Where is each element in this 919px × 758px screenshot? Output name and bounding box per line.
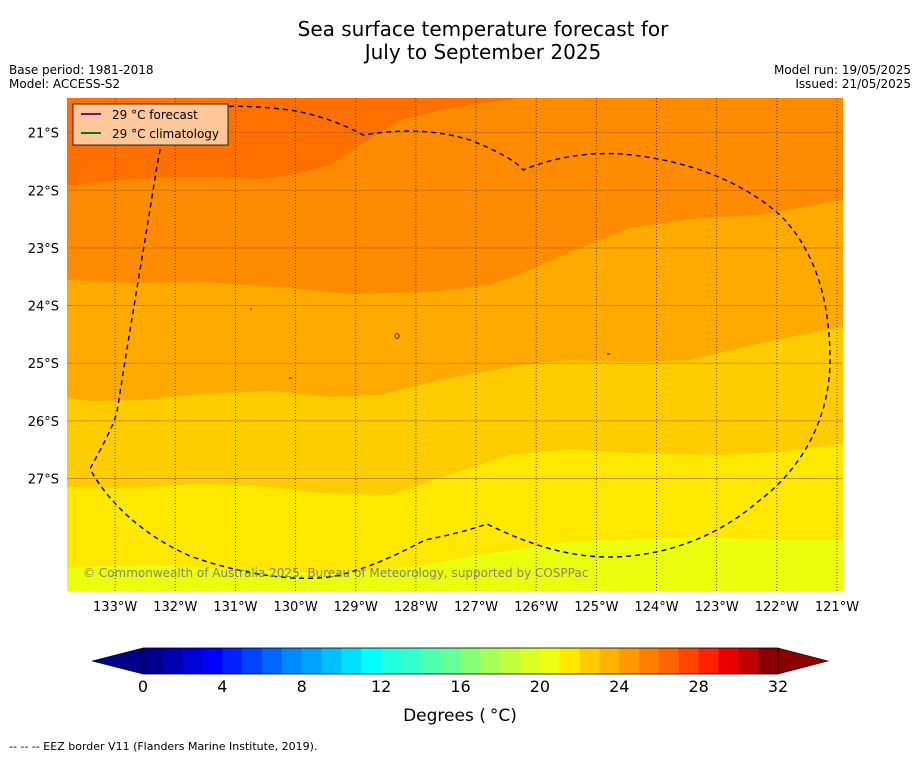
- colorbar-tick-label: 4: [217, 677, 227, 696]
- colorbar-segment: [559, 648, 581, 674]
- colorbar-segment: [281, 648, 303, 674]
- colorbar-segment: [480, 648, 501, 674]
- colorbar-segment: [718, 648, 739, 674]
- sst-contour-fill: [67, 98, 843, 591]
- colorbar-segment: [420, 648, 442, 674]
- lat-tick-label: 21°S: [28, 127, 59, 142]
- copyright-text: © Commonwealth of Australia 2025, Bureau…: [83, 566, 588, 580]
- colorbar-tick-label: 20: [530, 677, 550, 696]
- lat-tick-label: 24°S: [28, 300, 59, 315]
- colorbar-segment: [539, 648, 561, 674]
- colorbar-segment: [460, 648, 481, 674]
- colorbar-tick-label: 28: [688, 677, 708, 696]
- lon-tick-label: 122°W: [755, 600, 799, 615]
- eez-border: [89, 105, 831, 580]
- lon-tick-label: 126°W: [514, 600, 558, 615]
- colorbar-segment: [678, 648, 700, 674]
- colorbar-segment: [619, 648, 640, 674]
- colorbar-segment: [301, 648, 323, 674]
- lon-tick-label: 121°W: [815, 600, 859, 615]
- colorbar-segment: [738, 648, 759, 674]
- map-legend: 29 °C forecast 29 °C climatology: [72, 103, 229, 146]
- lat-tick-label: 23°S: [28, 242, 59, 257]
- colorbar-tick-label: 24: [609, 677, 629, 696]
- legend-climatology-label: 29 °C climatology: [112, 127, 219, 141]
- colorbar-segment: [341, 648, 362, 674]
- lon-tick-label: 132°W: [153, 600, 197, 615]
- lon-tick-label: 131°W: [213, 600, 257, 615]
- colorbar-segment: [639, 648, 660, 674]
- colorbar-segment: [242, 648, 263, 674]
- colorbar-segment: [500, 648, 521, 674]
- colorbar-over-arrow: [777, 647, 830, 675]
- issued-date: Issued: 21/05/2025: [795, 77, 911, 91]
- colorbar-segment: [520, 648, 541, 674]
- colorbar-segment: [658, 648, 680, 674]
- lat-tick-label: 22°S: [28, 184, 59, 199]
- lon-tick-label: 125°W: [574, 600, 618, 615]
- base-period: Base period: 1981-2018: [9, 63, 154, 77]
- colorbar-segment: [440, 648, 461, 674]
- meta-right: Model run: 19/05/2025 Issued: 21/05/2025: [774, 63, 911, 91]
- lat-tick-label: 25°S: [28, 357, 59, 372]
- colorbar-segment: [579, 648, 600, 674]
- colorbar-tick-label: 12: [371, 677, 391, 696]
- colorbar-outline: [142, 647, 779, 675]
- colorbar-segment: [222, 648, 243, 674]
- title-line-1: Sea surface temperature forecast for: [297, 17, 669, 41]
- model-run: Model run: 19/05/2025: [773, 63, 911, 77]
- colorbar-segment: [381, 648, 402, 674]
- longitude-labels: 133°W 132°W 131°W 130°W 129°W 128°W 127°W 126°W…: [93, 600, 859, 615]
- graticule: [67, 98, 843, 591]
- lon-tick-label: 128°W: [394, 600, 438, 615]
- colorbar-tick-label: 8: [297, 677, 307, 696]
- meta-left: Base period: 1981-2018 Model: ACCESS-S2: [9, 63, 154, 91]
- lon-tick-label: 124°W: [634, 600, 678, 615]
- colorbar-segment: [162, 648, 184, 674]
- colorbar: [91, 647, 830, 675]
- latitude-labels: 21°S 22°S 23°S 24°S 25°S 26°S 27°S: [28, 127, 59, 488]
- legend-forecast-label: 29 °C forecast: [112, 108, 198, 122]
- islands: [250, 308, 610, 379]
- colorbar-segment: [361, 648, 382, 674]
- legend-box: [72, 103, 229, 146]
- title-line-2: July to September 2025: [364, 40, 602, 64]
- colorbar-tick-labels: 0 4 8 12 16 20 24 28 32: [138, 677, 788, 696]
- map-title: Sea surface temperature forecast for Jul…: [0, 18, 919, 64]
- model-name: Model: ACCESS-S2: [9, 77, 121, 91]
- lon-tick-label: 133°W: [93, 600, 137, 615]
- colorbar-segment: [321, 648, 342, 674]
- colorbar-tick-label: 0: [138, 677, 148, 696]
- colorbar-segment: [143, 648, 164, 674]
- lon-tick-label: 123°W: [695, 600, 739, 615]
- lat-tick-label: 27°S: [28, 473, 59, 488]
- colorbar-segment: [758, 648, 779, 674]
- lon-tick-label: 127°W: [454, 600, 498, 615]
- lat-tick-label: 26°S: [28, 415, 59, 430]
- colorbar-segment: [599, 648, 620, 674]
- lon-tick-label: 130°W: [274, 600, 318, 615]
- colorbar-segment: [182, 648, 204, 674]
- footer-note: -- -- -- EEZ border V11 (Flanders Marine…: [9, 740, 318, 753]
- island-marker: [394, 333, 400, 339]
- colorbar-segment: [262, 648, 283, 674]
- colorbar-segment: [698, 648, 719, 674]
- colorbar-segment: [202, 648, 223, 674]
- colorbar-segment: [400, 648, 422, 674]
- colorbar-under-arrow: [91, 647, 144, 675]
- lon-tick-label: 129°W: [334, 600, 378, 615]
- colorbar-tick-label: 32: [768, 677, 788, 696]
- colorbar-tick-label: 16: [450, 677, 470, 696]
- colorbar-label: Degrees (°C): [403, 706, 517, 726]
